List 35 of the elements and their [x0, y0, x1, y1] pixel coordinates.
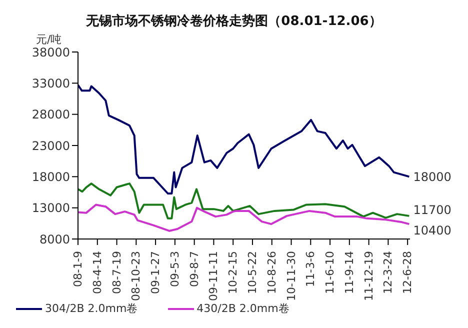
x-tick-label: 08-7-19	[110, 251, 124, 294]
x-tick-label: 11-9-14	[342, 251, 356, 294]
x-tick-label: 08-10-23	[130, 251, 143, 301]
annotation: 18000	[413, 170, 452, 184]
y-tick-label: 18000	[32, 170, 70, 184]
line-series	[78, 84, 410, 194]
x-tick-label: 10-8-26	[265, 251, 278, 294]
x-tick-label: 08-1-9	[72, 251, 84, 287]
legend-label: 304/2B 2.0mm卷	[45, 301, 138, 316]
x-tick-label: 12-6-28	[401, 251, 414, 294]
line-series	[78, 182, 410, 220]
x-tick-label: 09-5-3	[168, 251, 182, 287]
x-tick-label: 10-5-22	[246, 251, 259, 294]
x-tick-label: 09-8-7	[188, 251, 201, 287]
y-tick-label: 28000	[32, 108, 70, 122]
line-series	[78, 204, 410, 232]
y-tick-label: 38000	[32, 45, 70, 60]
x-tick-label: 11-3-6	[304, 251, 318, 287]
y-tick-label: 8000	[39, 232, 70, 246]
x-tick-label: 09-1-27	[149, 251, 162, 294]
y-tick-label: 23000	[32, 138, 70, 153]
y-tick-label: 13000	[32, 201, 70, 216]
legend-label: 430/2B 2.0mm卷	[196, 301, 290, 316]
y-axis-title: 元/吨	[36, 32, 62, 47]
annotation: 10400	[413, 223, 452, 238]
x-tick-label: 11-6-10	[324, 251, 337, 294]
x-tick-label: 08-4-14	[90, 251, 104, 294]
x-tick-label: 10-11-30	[284, 251, 298, 301]
x-tick-label: 11-12-19	[362, 251, 376, 301]
x-tick-label: 09-11-11	[207, 251, 220, 301]
y-tick-label: 33000	[32, 76, 70, 90]
x-tick-label: 10-2-15	[226, 251, 240, 294]
x-tick-label: 12-3-24	[382, 251, 395, 294]
chart-title: 无锡市场不锈钢冷卷价格走势图（08.01-12.06）	[84, 12, 383, 30]
annotation: 11700	[413, 203, 452, 218]
